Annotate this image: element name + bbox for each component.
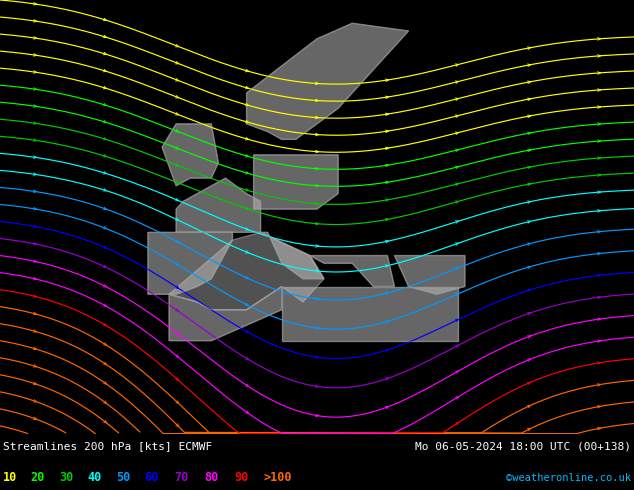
Polygon shape <box>281 287 458 341</box>
Text: 90: 90 <box>234 471 248 484</box>
Text: 30: 30 <box>59 471 73 484</box>
Polygon shape <box>169 287 281 341</box>
Text: 70: 70 <box>174 471 188 484</box>
Polygon shape <box>169 232 324 310</box>
Polygon shape <box>247 23 408 139</box>
Text: 60: 60 <box>145 471 158 484</box>
Text: Streamlines 200 hPa [kts] ECMWF: Streamlines 200 hPa [kts] ECMWF <box>3 441 212 451</box>
Polygon shape <box>261 232 324 279</box>
Text: ©weatheronline.co.uk: ©weatheronline.co.uk <box>506 472 631 483</box>
Text: 80: 80 <box>204 471 218 484</box>
Text: >100: >100 <box>263 471 292 484</box>
Polygon shape <box>176 178 261 232</box>
Text: 40: 40 <box>87 471 101 484</box>
Text: 50: 50 <box>116 471 130 484</box>
Text: 20: 20 <box>30 471 44 484</box>
Text: 10: 10 <box>3 471 17 484</box>
Polygon shape <box>310 256 394 287</box>
Polygon shape <box>254 155 338 209</box>
Polygon shape <box>162 124 218 186</box>
Text: Mo 06-05-2024 18:00 UTC (00+138): Mo 06-05-2024 18:00 UTC (00+138) <box>415 441 631 451</box>
Polygon shape <box>148 232 233 294</box>
Polygon shape <box>394 256 465 294</box>
